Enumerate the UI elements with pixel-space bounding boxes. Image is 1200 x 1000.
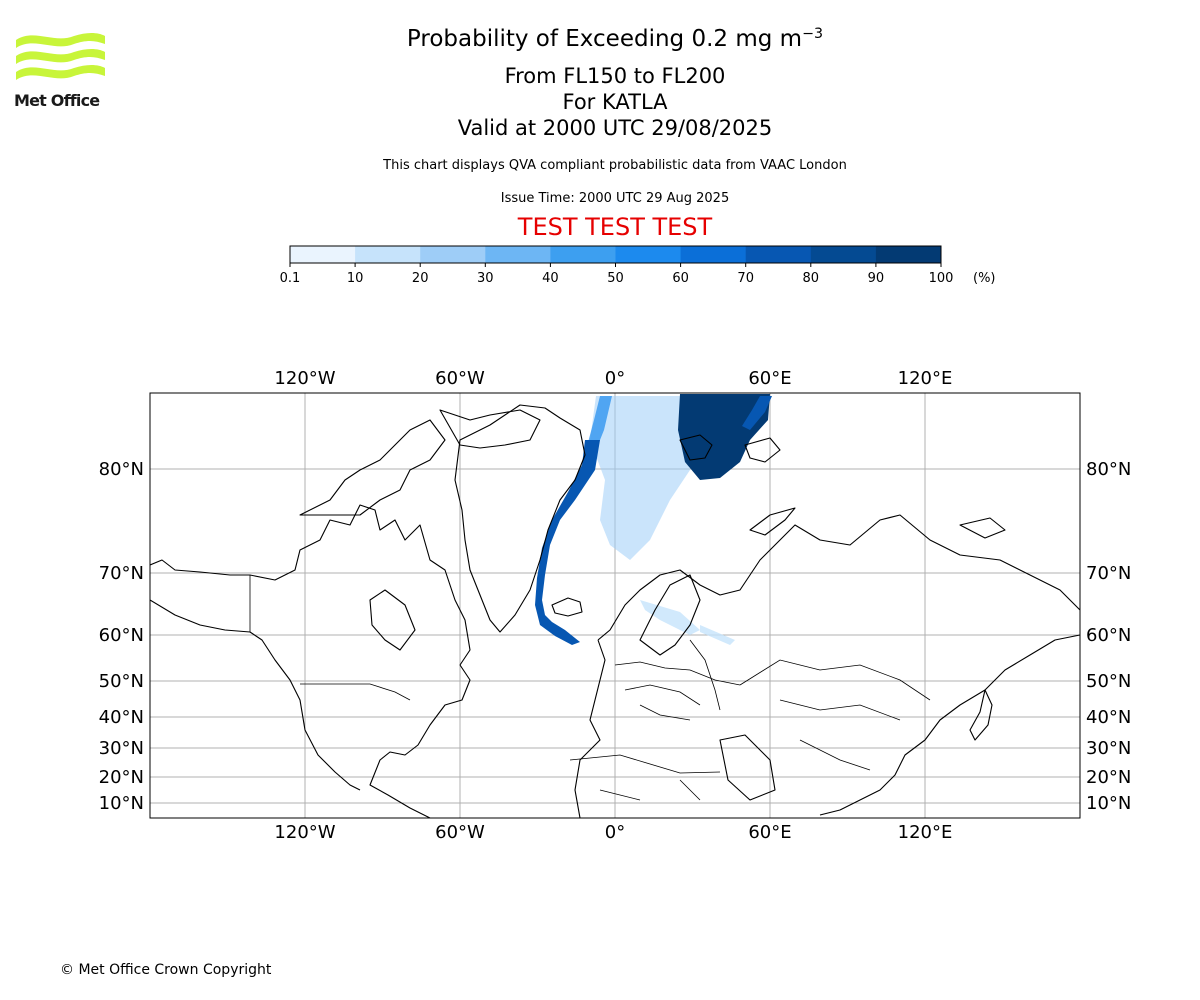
coastlines: [150, 404, 1080, 818]
lat-label: 60°N: [99, 625, 144, 646]
lon-label: 60°W: [435, 368, 485, 389]
map-gridlines: [150, 393, 1080, 818]
colorbar-tick-label: 80: [803, 271, 820, 286]
lat-label: 30°N: [1086, 738, 1131, 759]
plume-low-probability: [590, 396, 690, 560]
europe-borders: [614, 639, 741, 721]
hudson-bay-coastline: [369, 589, 416, 651]
latitude-labels-right: 80°N 70°N 60°N 50°N 40°N 30°N 20°N 10°N: [1086, 459, 1131, 814]
colorbar-tick-label: 0.1: [280, 271, 301, 286]
longitude-labels-bottom: 120°W 60°W 0° 60°E 120°E: [274, 822, 952, 840]
longitude-labels-top: 120°W 60°W 0° 60°E 120°E: [274, 368, 952, 389]
greenland-coastline: [454, 404, 586, 633]
siberian-islands-coastline: [749, 507, 1006, 539]
colorbar-tick-label: 30: [477, 271, 494, 286]
lat-label: 40°N: [1086, 707, 1131, 728]
colorbar-swatch: [355, 246, 421, 263]
title-main: Probability of Exceeding 0.2 mg m: [406, 26, 803, 52]
lat-label: 70°N: [99, 563, 144, 584]
colorbar-swatch: [420, 246, 486, 263]
lon-label: 0°: [605, 822, 625, 840]
country-borders: [249, 575, 931, 801]
colorbar-tick-label: 70: [737, 271, 754, 286]
colorbar-tick-label: 100: [929, 271, 954, 286]
scandinavia-coastline: [639, 574, 701, 656]
flight-level-subtitle: From FL150 to FL200: [504, 64, 726, 88]
ash-probability-map: 120°W 60°W 0° 60°E 120°E 120°W 60°W 0° 6…: [99, 368, 1132, 840]
lon-label: 0°: [605, 368, 625, 389]
latitude-labels-left: 80°N 70°N 60°N 50°N 40°N 30°N 20°N 10°N: [99, 459, 144, 814]
map-frame: [149, 392, 1081, 819]
chart-title: Probability of Exceeding 0.2 mg m−3: [0, 26, 1200, 52]
colorbar-swatch: [550, 246, 616, 263]
lat-label: 10°N: [1086, 793, 1131, 814]
lat-label: 20°N: [1086, 767, 1131, 788]
issue-time: Issue Time: 2000 UTC 29 Aug 2025: [500, 191, 730, 206]
arctic-islands-coastline: [299, 409, 541, 516]
colorbar-tick-label: 50: [607, 271, 624, 286]
lat-label: 30°N: [99, 738, 144, 759]
lat-label: 50°N: [1086, 671, 1131, 692]
colorbar-swatch: [615, 246, 682, 263]
copyright-notice: © Met Office Crown Copyright: [60, 962, 272, 978]
lon-label: 120°E: [898, 368, 953, 389]
colorbar-tick-label: 90: [868, 271, 885, 286]
met-office-logo-icon: [16, 33, 105, 80]
iceland-coastline: [551, 597, 583, 617]
lon-label: 120°E: [898, 822, 953, 840]
colorbar-swatch: [680, 246, 747, 263]
lat-label: 40°N: [99, 707, 144, 728]
arabia-coastline: [719, 734, 776, 801]
japan-coastline: [969, 689, 993, 741]
lat-label: 20°N: [99, 767, 144, 788]
colorbar-swatch: [290, 246, 356, 263]
plume-light-patches: [640, 600, 735, 645]
colorbar-tick-label: 10: [347, 271, 364, 286]
lon-label: 60°W: [435, 822, 485, 840]
asia-borders: [739, 659, 931, 771]
us-canada-border: [300, 683, 411, 701]
colorbar-tick-label: 60: [672, 271, 689, 286]
lat-label: 50°N: [99, 671, 144, 692]
data-source-note: This chart displays QVA compliant probab…: [383, 158, 847, 173]
plume-northeast-streak: [742, 396, 772, 430]
lat-label: 60°N: [1086, 625, 1131, 646]
lon-label: 60°E: [748, 822, 791, 840]
plume-coastal-band: [535, 440, 600, 645]
title-superscript: −3: [802, 26, 824, 43]
lon-label: 120°W: [274, 822, 335, 840]
volcano-subtitle: For KATLA: [562, 90, 668, 114]
probability-colorbar: 0.1 10 20 30 40 50 60 70 80 90 100 (%): [280, 245, 996, 286]
colorbar-unit: (%): [973, 271, 996, 286]
colorbar-swatch: [485, 246, 551, 263]
eurasia-coastline: [574, 514, 1080, 818]
colorbar-tick-label: 20: [412, 271, 429, 286]
lat-label: 70°N: [1086, 563, 1131, 584]
test-banner: TEST TEST TEST: [517, 213, 713, 241]
colorbar-swatch: [875, 246, 942, 263]
ash-plume: [535, 394, 772, 645]
colorbar-tick-label: 40: [542, 271, 559, 286]
north-america-coastline: [150, 504, 471, 818]
lat-label: 10°N: [99, 793, 144, 814]
lat-label: 80°N: [1086, 459, 1131, 480]
lat-label: 80°N: [99, 459, 144, 480]
lon-label: 120°W: [274, 368, 335, 389]
colorbar-swatch: [745, 246, 812, 263]
lon-label: 60°E: [748, 368, 791, 389]
colorbar-swatch: [810, 246, 877, 263]
logo-text: Met Office: [14, 91, 100, 110]
africa-borders: [569, 754, 721, 801]
svalbard-coastline: [679, 434, 781, 463]
valid-time-subtitle: Valid at 2000 UTC 29/08/2025: [457, 116, 773, 140]
